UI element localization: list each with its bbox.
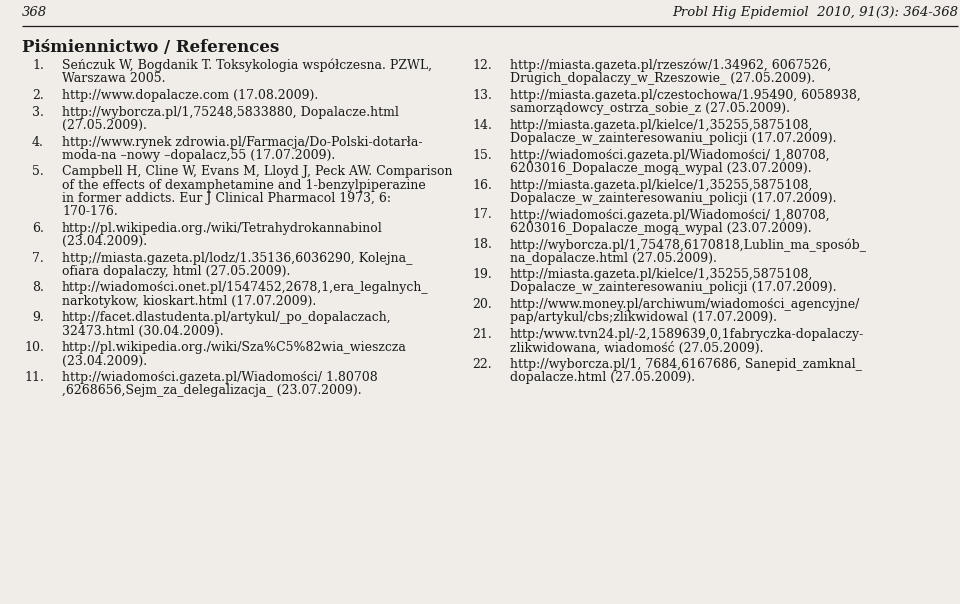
Text: 16.: 16. [472,179,492,191]
Text: 9.: 9. [33,312,44,324]
Text: http://wiadomości.gazeta.pl/Wiadomości/ 1,80708,: http://wiadomości.gazeta.pl/Wiadomości/ … [510,149,829,162]
Text: Seńczuk W, Bogdanik T. Toksykologia współczesna. PZWL,: Seńczuk W, Bogdanik T. Toksykologia wspó… [62,59,432,72]
Text: 4.: 4. [32,135,44,149]
Text: Dopalacze_w_zainteresowaniu_policji (17.07.2009).: Dopalacze_w_zainteresowaniu_policji (17.… [510,192,836,205]
Text: 6203016_Dopalacze_mogą_wypal (23.07.2009).: 6203016_Dopalacze_mogą_wypal (23.07.2009… [510,222,811,235]
Text: Drugich_dopalaczy_w_Rzeszowie_ (27.05.2009).: Drugich_dopalaczy_w_Rzeszowie_ (27.05.20… [510,72,815,85]
Text: 12.: 12. [472,59,492,72]
Text: ofiara dopalaczy, html (27.05.2009).: ofiara dopalaczy, html (27.05.2009). [62,265,290,278]
Text: Dopalacze_w_zainteresowaniu_policji (17.07.2009).: Dopalacze_w_zainteresowaniu_policji (17.… [510,281,836,295]
Text: Campbell H, Cline W, Evans M, Lloyd J, Peck AW. Comparison: Campbell H, Cline W, Evans M, Lloyd J, P… [62,165,452,178]
Text: http://wiadomości.onet.pl/1547452,2678,1,era_legalnych_: http://wiadomości.onet.pl/1547452,2678,1… [62,281,428,295]
Text: 5.: 5. [33,165,44,178]
Text: 22.: 22. [472,358,492,371]
Text: 32473.html (30.04.2009).: 32473.html (30.04.2009). [62,324,224,338]
Text: 7.: 7. [33,252,44,265]
Text: in former addicts. Eur J Clinical Pharmacol 1973, 6:: in former addicts. Eur J Clinical Pharma… [62,192,391,205]
Text: http://wyborcza.pl/1,75478,6170818,Lublin_ma_sposób_: http://wyborcza.pl/1,75478,6170818,Lubli… [510,239,867,252]
Text: 17.: 17. [472,208,492,222]
Text: of the effects of dexamphetamine and 1-benzylpiperazine: of the effects of dexamphetamine and 1-b… [62,179,425,191]
Text: http://wiadomości.gazeta.pl/Wiadomości/ 1,80708,: http://wiadomości.gazeta.pl/Wiadomości/ … [510,208,829,222]
Text: http://facet.dlastudenta.pl/artykul/_po_dopalaczach,: http://facet.dlastudenta.pl/artykul/_po_… [62,312,392,324]
Text: http:/www.tvn24.pl/-2,1589639,0,1fabryczka-dopalaczy-: http:/www.tvn24.pl/-2,1589639,0,1fabrycz… [510,328,864,341]
Text: narkotykow, kioskart.html (17.07.2009).: narkotykow, kioskart.html (17.07.2009). [62,295,316,307]
Text: http;//miasta.gazeta.pl/lodz/1.35136,6036290, Kolejna_: http;//miasta.gazeta.pl/lodz/1.35136,603… [62,252,413,265]
Text: (27.05.2009).: (27.05.2009). [62,119,147,132]
Text: 6.: 6. [32,222,44,235]
Text: 368: 368 [22,6,47,19]
Text: 13.: 13. [472,89,492,102]
Text: http://www.dopalacze.com (17.08.2009).: http://www.dopalacze.com (17.08.2009). [62,89,319,102]
Text: zlikwidowana, wiadomość (27.05.2009).: zlikwidowana, wiadomość (27.05.2009). [510,341,763,355]
Text: http://www.money.pl/archiwum/wiadomości_agencyjne/: http://www.money.pl/archiwum/wiadomości_… [510,298,860,311]
Text: 18.: 18. [472,239,492,251]
Text: http://pl.wikipedia.org./wiki/Sza%C5%82wia_wieszcza: http://pl.wikipedia.org./wiki/Sza%C5%82w… [62,341,407,355]
Text: samorządowcy_ostrza_sobie_z (27.05.2009).: samorządowcy_ostrza_sobie_z (27.05.2009)… [510,102,790,115]
Text: 3.: 3. [32,106,44,118]
Text: http://miasta.gazeta.pl/kielce/1,35255,5875108,: http://miasta.gazeta.pl/kielce/1,35255,5… [510,119,813,132]
Text: Dopalacze_w_zainteresowaniu_policji (17.07.2009).: Dopalacze_w_zainteresowaniu_policji (17.… [510,132,836,145]
Text: 19.: 19. [472,268,492,281]
Text: http://miasta.gazeta.pl/kielce/1,35255,5875108,: http://miasta.gazeta.pl/kielce/1,35255,5… [510,179,813,191]
Text: 2.: 2. [33,89,44,102]
Text: 10.: 10. [24,341,44,355]
Text: http://wiadomości.gazeta.pl/Wiadomości/ 1.80708: http://wiadomości.gazeta.pl/Wiadomości/ … [62,371,377,384]
Text: http://miasta.gazeta.pl/rzeszów/1.34962, 6067526,: http://miasta.gazeta.pl/rzeszów/1.34962,… [510,59,831,72]
Text: http://miasta.gazeta.pl/kielce/1,35255,5875108,: http://miasta.gazeta.pl/kielce/1,35255,5… [510,268,813,281]
Text: dopalacze.html (27.05.2009).: dopalacze.html (27.05.2009). [510,371,695,384]
Text: Piśmiennictwo / References: Piśmiennictwo / References [22,39,279,56]
Text: 6203016_Dopalacze_mogą_wypal (23.07.2009).: 6203016_Dopalacze_mogą_wypal (23.07.2009… [510,162,811,175]
Text: pap/artykul/cbs;zlikwidowal (17.07.2009).: pap/artykul/cbs;zlikwidowal (17.07.2009)… [510,312,777,324]
Text: 20.: 20. [472,298,492,311]
Text: 11.: 11. [24,371,44,384]
Text: 21.: 21. [472,328,492,341]
Text: Probl Hig Epidemiol  2010, 91(3): 364-368: Probl Hig Epidemiol 2010, 91(3): 364-368 [672,6,958,19]
Text: http://pl.wikipedia.org./wiki/Tetrahydrokannabinol: http://pl.wikipedia.org./wiki/Tetrahydro… [62,222,383,235]
Text: 8.: 8. [32,281,44,295]
Text: na_dopalacze.html (27.05.2009).: na_dopalacze.html (27.05.2009). [510,252,717,265]
Text: ,6268656,Sejm_za_delegalizacja_ (23.07.2009).: ,6268656,Sejm_za_delegalizacja_ (23.07.2… [62,384,362,397]
Text: moda-na –nowy –dopalacz,55 (17.07.2009).: moda-na –nowy –dopalacz,55 (17.07.2009). [62,149,335,162]
Text: (23.04.2009).: (23.04.2009). [62,235,147,248]
Text: 1.: 1. [32,59,44,72]
Text: (23.04.2009).: (23.04.2009). [62,355,147,367]
Text: http://wyborcza.pl/1, 7684,6167686, Sanepid_zamknal_: http://wyborcza.pl/1, 7684,6167686, Sane… [510,358,862,371]
Text: Warszawa 2005.: Warszawa 2005. [62,72,165,85]
Text: http://www.rynek zdrowia.pl/Farmacja/Do-Polski-dotarła-: http://www.rynek zdrowia.pl/Farmacja/Do-… [62,135,422,149]
Text: 14.: 14. [472,119,492,132]
Text: 15.: 15. [472,149,492,162]
Text: http://miasta.gazeta.pl/czestochowa/1.95490, 6058938,: http://miasta.gazeta.pl/czestochowa/1.95… [510,89,861,102]
Text: http://wyborcza.pl/1,75248,5833880, Dopalacze.html: http://wyborcza.pl/1,75248,5833880, Dopa… [62,106,398,118]
Text: 170-176.: 170-176. [62,205,118,218]
